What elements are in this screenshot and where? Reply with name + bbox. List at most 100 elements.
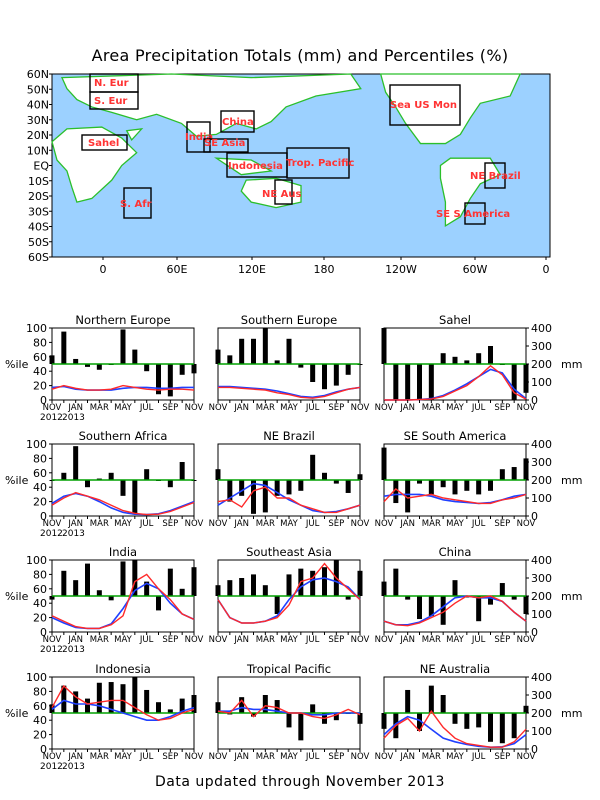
percentile-bar — [215, 349, 221, 364]
percentile-bar — [215, 469, 221, 480]
normal-precip-line — [217, 482, 361, 514]
left-axis-tick-label: 0 — [40, 510, 47, 523]
percentile-bar — [452, 713, 458, 724]
panel-title: NE Brazil — [263, 429, 315, 443]
normal-precip-line — [383, 595, 527, 626]
month-label: MAY — [280, 752, 298, 762]
percentile-bar — [132, 480, 138, 515]
panel-sahel: Sahel 0 100 200 300 400 mm NOV JAN MAR MAY JUL SEP NO… — [375, 313, 583, 413]
left-axis-tick-label: 0 — [40, 394, 47, 407]
percentile-bar — [381, 447, 387, 480]
percentile-bar — [156, 702, 161, 713]
percentile-bar — [191, 695, 197, 713]
month-label: NOV — [375, 519, 394, 529]
percentile-bar — [393, 480, 399, 504]
month-label: NOV — [517, 403, 536, 413]
map-lat-label: 10N — [27, 144, 49, 157]
region-label: S. Afr — [120, 199, 152, 210]
percentile-bar — [239, 578, 245, 596]
percentile-bar — [452, 356, 458, 364]
right-axis-tick-label: 400 — [531, 438, 552, 451]
observed-precip-line — [51, 491, 195, 516]
panel-china: China 0 100 200 300 400 mm NOV JAN MAR MAY JUL SEP NO… — [375, 545, 583, 645]
right-axis-tick-label: 300 — [531, 572, 552, 585]
percentile-bar — [179, 698, 185, 713]
percentile-bar — [61, 472, 67, 480]
percentile-bar — [428, 480, 434, 495]
percentile-bar — [274, 360, 280, 364]
map-lat-label: 10S — [28, 175, 49, 188]
month-label: MAY — [446, 519, 464, 529]
month-label: SEP — [162, 752, 178, 762]
month-label: NOV — [185, 403, 204, 413]
normal-precip-line — [51, 492, 195, 516]
month-label: NOV — [351, 519, 370, 529]
panel-title: NE Australia — [420, 662, 490, 676]
month-label: NOV — [375, 635, 394, 645]
percentile-bar — [85, 480, 90, 488]
month-label: MAR — [422, 403, 441, 413]
percentile-bar — [73, 580, 79, 596]
right-axis-tick-label: 100 — [531, 492, 552, 505]
percentile-bar — [215, 702, 221, 713]
right-axis-tick-label: 400 — [531, 322, 552, 335]
left-axis-tick-label: 40 — [33, 597, 47, 610]
percentile-bar — [61, 685, 67, 713]
percentile-bar — [488, 596, 493, 605]
month-label: JUL — [305, 519, 320, 529]
percentile-bar — [345, 596, 351, 600]
percentile-bar — [274, 596, 280, 614]
percentile-bar — [167, 364, 173, 397]
region-box — [203, 138, 249, 153]
percentile-bar — [262, 695, 268, 713]
percentile-bar — [428, 685, 434, 713]
month-label: MAR — [422, 635, 441, 645]
map-lat-label: 20S — [28, 190, 49, 203]
percentile-bar — [156, 364, 161, 395]
map-lat-label: 50N — [27, 83, 49, 96]
percentile-bar — [405, 689, 411, 713]
right-axis-tick-label: 300 — [531, 456, 552, 469]
month-label: MAR — [90, 519, 109, 529]
month-label: JUL — [471, 403, 486, 413]
observed-precip-line — [51, 384, 195, 391]
map-lon-label: 0 — [543, 263, 550, 276]
month-label: JAN — [67, 519, 83, 529]
month-label: JUL — [305, 752, 320, 762]
percentile-bar — [96, 478, 102, 480]
region-label: NE Brazil — [470, 171, 521, 182]
panel-ne-brazil: NE Brazil NOV JAN MAR MAY JUL SEP NOV — [209, 429, 370, 529]
month-label: JUL — [305, 635, 320, 645]
right-axis-tick-label: 0 — [531, 743, 538, 756]
month-label: JAN — [399, 403, 415, 413]
month-label: SEP — [494, 519, 510, 529]
left-axis-tick-label: 80 — [33, 568, 47, 581]
percentile-bar — [523, 596, 529, 614]
percentile-bar — [322, 364, 327, 390]
month-label: SEP — [328, 519, 344, 529]
month-label: JAN — [233, 635, 249, 645]
map-landmass — [213, 157, 274, 176]
map-lat-label: 20N — [27, 129, 49, 142]
percentile-bar — [251, 338, 256, 364]
month-label: SEP — [162, 403, 178, 413]
observed-precip-line — [217, 699, 361, 720]
observed-precip-line — [383, 709, 527, 748]
left-axis-tick-label: 20 — [33, 612, 47, 625]
percentile-bar — [488, 346, 493, 364]
percentile-bar — [357, 713, 363, 724]
figure-title: Area Precipitation Totals (mm) and Perce… — [91, 46, 509, 65]
right-axis-tick-label: 200 — [531, 590, 552, 603]
month-label: SEP — [162, 519, 178, 529]
month-label: NOV — [43, 519, 62, 529]
percentile-bar — [251, 574, 256, 596]
panel-title: Northern Europe — [75, 313, 170, 327]
right-axis-tick-label: 0 — [531, 394, 538, 407]
percentile-bar — [440, 596, 446, 625]
percentile-bar — [215, 585, 221, 596]
percentile-bar — [227, 580, 233, 596]
percentile-bar — [61, 331, 67, 364]
month-label: NOV — [351, 403, 370, 413]
left-axis-tick-label: 60 — [33, 351, 47, 364]
